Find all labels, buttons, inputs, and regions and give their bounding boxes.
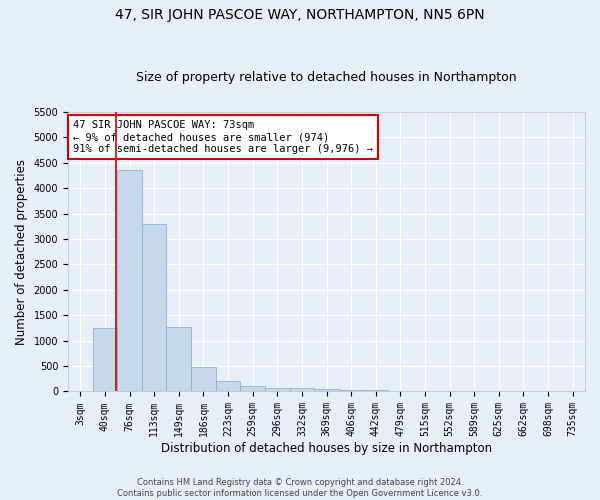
Bar: [364, 390, 388, 392]
Bar: [142, 224, 166, 392]
Bar: [117, 170, 142, 392]
Text: 47 SIR JOHN PASCOE WAY: 73sqm
← 9% of detached houses are smaller (974)
91% of s: 47 SIR JOHN PASCOE WAY: 73sqm ← 9% of de…: [73, 120, 373, 154]
Bar: [314, 389, 339, 392]
Text: Contains HM Land Registry data © Crown copyright and database right 2024.
Contai: Contains HM Land Registry data © Crown c…: [118, 478, 482, 498]
Bar: [166, 327, 191, 392]
Bar: [241, 386, 265, 392]
Text: 47, SIR JOHN PASCOE WAY, NORTHAMPTON, NN5 6PN: 47, SIR JOHN PASCOE WAY, NORTHAMPTON, NN…: [115, 8, 485, 22]
X-axis label: Distribution of detached houses by size in Northampton: Distribution of detached houses by size …: [161, 442, 492, 455]
Y-axis label: Number of detached properties: Number of detached properties: [15, 159, 28, 345]
Bar: [339, 390, 364, 392]
Bar: [92, 328, 117, 392]
Bar: [191, 367, 216, 392]
Title: Size of property relative to detached houses in Northampton: Size of property relative to detached ho…: [136, 72, 517, 85]
Bar: [290, 388, 314, 392]
Bar: [265, 388, 290, 392]
Bar: [216, 382, 241, 392]
